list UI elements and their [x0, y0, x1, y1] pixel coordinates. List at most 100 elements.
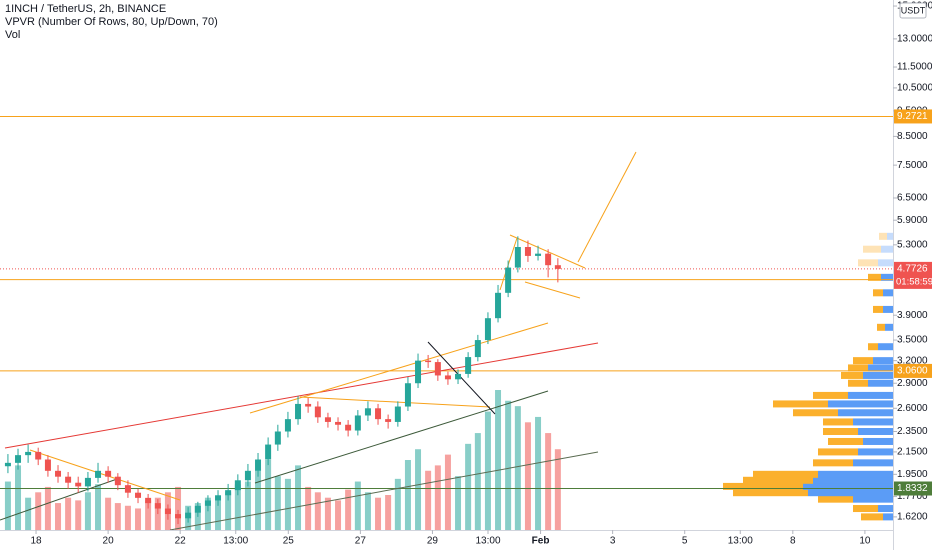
volume-bar: [75, 500, 82, 530]
x-tick-label: 13:00: [475, 536, 500, 547]
vpvr-down: [823, 427, 858, 435]
candle-body: [175, 514, 182, 519]
y-tick-label: 2.3500: [897, 426, 928, 437]
y-tick-label: 1.7700: [897, 491, 928, 502]
volume-bar: [105, 497, 112, 530]
y-tick-label: 2.6000: [897, 403, 928, 414]
vpvr-up: [868, 364, 893, 372]
y-tick-label: 5.3000: [897, 239, 928, 250]
candle-body: [15, 455, 22, 463]
candle-body: [4, 462, 11, 467]
volume-bar: [274, 476, 281, 530]
volume-bar: [35, 492, 42, 530]
vpvr-down: [861, 513, 883, 521]
chart-title: 1INCH / TetherUS, 2h, BINANCE: [5, 3, 166, 15]
candle-body: [394, 406, 401, 422]
vpvr-down: [723, 482, 803, 490]
y-tick-label: 13.0000: [897, 34, 932, 45]
currency-label: USDT: [901, 5, 926, 15]
volume-bar: [345, 489, 352, 530]
x-tick-label: 5: [682, 536, 688, 547]
candle-body: [385, 419, 392, 422]
candle-body: [484, 318, 491, 341]
volume-bar: [114, 503, 121, 530]
indicator-label: VPVR (Number Of Rows, 80, Up/Down, 70): [5, 16, 218, 28]
y-tick-label: 3.5000: [897, 335, 928, 346]
trend-line: [427, 341, 496, 415]
vpvr-up: [803, 482, 893, 490]
vpvr-down: [873, 289, 883, 297]
x-tick-label: 18: [30, 536, 42, 547]
last-price-box: [894, 261, 932, 289]
y-tick-label: 1.6200: [897, 512, 928, 523]
vpvr-down: [733, 489, 808, 497]
y-tick-label: 10.5000: [897, 83, 932, 94]
candle-body: [265, 444, 272, 460]
x-tick-label: Feb: [532, 536, 550, 547]
y-tick-label: 3.9000: [897, 310, 928, 321]
volume-bar: [225, 492, 232, 530]
candle-body: [465, 357, 472, 374]
candle-body: [345, 424, 352, 431]
volume-bar: [95, 484, 102, 530]
vpvr-up: [883, 513, 893, 521]
x-tick-label: 10: [859, 536, 871, 547]
vpvr-up: [878, 343, 893, 351]
candle-body: [185, 512, 192, 519]
candle-body: [44, 459, 51, 471]
candle-body: [524, 247, 531, 256]
candle-body: [244, 470, 251, 481]
volume-bar: [505, 400, 512, 530]
level-label-box: [894, 481, 932, 496]
volume-bar: [455, 476, 462, 530]
candle-body: [215, 495, 222, 501]
vpvr-up: [848, 391, 893, 399]
candle-body: [25, 451, 32, 456]
candle-body: [194, 505, 201, 513]
candle-body: [124, 485, 131, 493]
level-label: 9.2721: [897, 111, 928, 122]
trend-line: [299, 396, 491, 408]
volume-bar: [465, 443, 472, 530]
volume-bar: [354, 481, 361, 530]
candle-body: [305, 403, 312, 407]
x-tick-label: 25: [283, 536, 295, 547]
volume-bar: [474, 433, 481, 530]
vpvr-up: [878, 505, 893, 513]
candle-body: [535, 253, 542, 256]
vpvr-up: [838, 409, 893, 417]
volume-bar: [495, 390, 502, 530]
volume-bar: [335, 500, 342, 530]
vpvr-down: [828, 437, 863, 445]
x-tick-label: 22: [175, 536, 187, 547]
candle-body: [354, 415, 361, 431]
trend-line: [577, 151, 637, 263]
vpvr-up: [883, 305, 893, 313]
candle-body: [114, 476, 121, 486]
plot-layer: [0, 115, 893, 530]
volume-bar: [55, 503, 62, 530]
x-tick-label: 13:00: [223, 536, 248, 547]
vpvr-down: [813, 459, 853, 467]
currency-box: [899, 2, 927, 19]
x-tick-label: 3: [610, 536, 616, 547]
vpvr-down: [868, 343, 878, 351]
volume-bar: [4, 481, 11, 530]
vpvr-down: [841, 371, 863, 379]
volume-bar: [554, 449, 561, 530]
x-tick-label: 27: [355, 536, 367, 547]
trend-line: [524, 281, 581, 299]
vpvr-up: [881, 273, 893, 281]
candle-body: [375, 408, 382, 420]
candle-body: [545, 253, 552, 266]
indicator-label: Vol: [5, 29, 20, 41]
volume-bar: [484, 411, 491, 530]
volume-bar: [295, 465, 302, 530]
y-tick-label: 7.5000: [897, 160, 928, 171]
volume-bar: [65, 497, 72, 530]
candle-body: [444, 375, 451, 380]
vpvr-up: [883, 289, 893, 297]
trend-line: [509, 234, 586, 269]
vpvr-up: [858, 448, 893, 456]
y-tick-label: 8.5000: [897, 131, 928, 142]
